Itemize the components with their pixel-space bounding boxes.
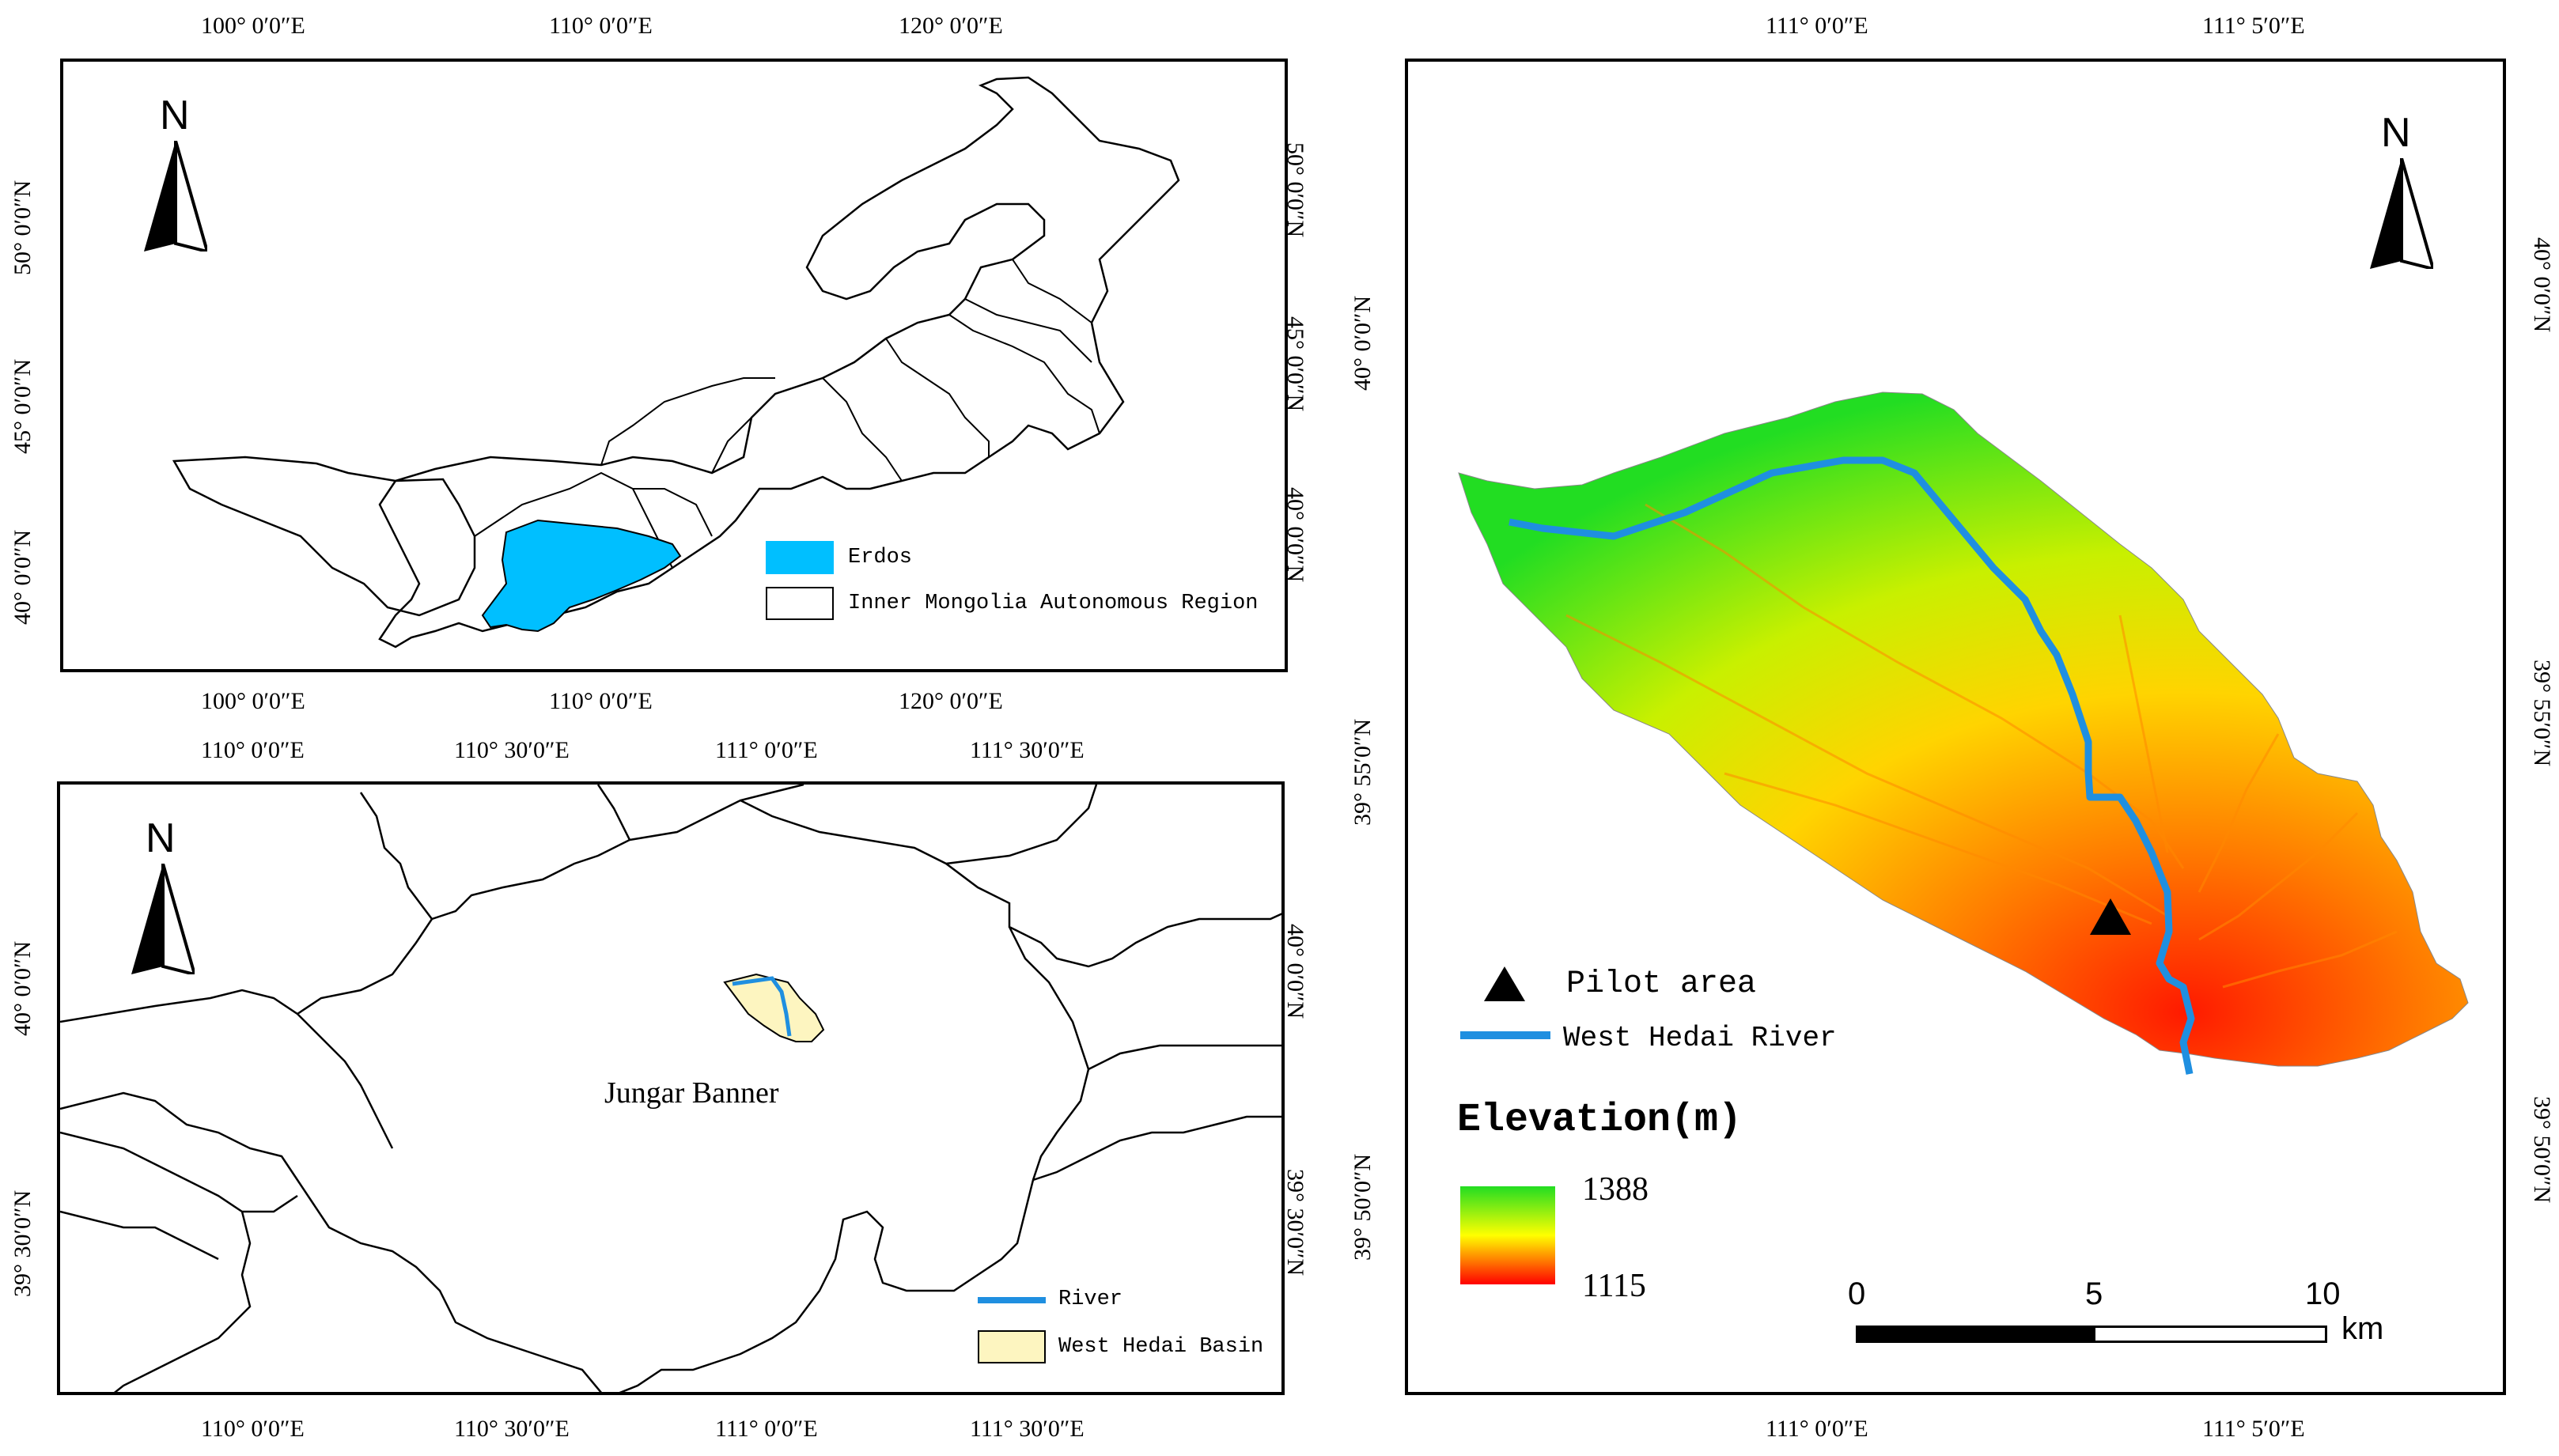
county-top-tick: 110° 0′0″E (201, 737, 305, 763)
county-boundaries (60, 785, 1281, 1392)
overview-legend-label-erdos: Erdos (848, 546, 913, 569)
county-bottom-tick: 111° 30′0″E (970, 1416, 1085, 1442)
overview-legend-label-region: Inner Mongolia Autonomous Region (848, 592, 1259, 615)
legend-pilot-area-label: Pilot area (1566, 966, 1757, 1002)
basin-top-tick: 111° 5′0″E (2202, 13, 2305, 39)
elevation-color-ramp (1460, 1186, 1555, 1284)
county-left-tick: 39° 30′0″N (9, 1189, 36, 1297)
overview-bottom-tick: 110° 0′0″E (549, 688, 653, 714)
overview-bottom-tick: 120° 0′0″E (899, 688, 1003, 714)
basin-map-frame: N Pilot area West Hedai River Elevation(… (1405, 59, 2506, 1395)
scale-bar-black (1856, 1326, 2093, 1343)
basin-left-tick: 39° 50′0″N (1350, 1153, 1376, 1261)
county-bottom-tick: 111° 0′0″E (715, 1416, 818, 1442)
elevation-title: Elevation(m) (1457, 1098, 1743, 1143)
legend-river-label: West Hedai River (1563, 1022, 1837, 1054)
jungar-banner-label: Jungar Banner (604, 1076, 779, 1110)
inner-mongolia-outline (172, 76, 1180, 649)
erdos-region (481, 519, 682, 633)
drainage-network (1565, 503, 2398, 989)
county-left-tick: 40° 0′0″N (9, 940, 36, 1036)
elevation-raster (1458, 391, 2469, 1067)
county-map-frame: N Jungar Banner River West Hedai Basin (57, 781, 1285, 1395)
overview-top-tick: 120° 0′0″E (899, 13, 1003, 39)
basin-top-tick: 111° 0′0″E (1766, 13, 1868, 39)
river-mini (732, 976, 792, 1037)
legend-triangle-icon (1484, 966, 1525, 1001)
county-right-tick: 39° 30′0″N (1282, 1169, 1308, 1276)
scale-bar-white (2093, 1326, 2327, 1343)
county-north-label: N (146, 815, 176, 861)
basin-mini (723, 973, 825, 1042)
scale-label-5: 5 (2085, 1276, 2103, 1311)
overview-left-tick: 40° 0′0″N (9, 529, 36, 625)
overview-legend-swatch-region (766, 587, 834, 620)
overview-bottom-tick: 100° 0′0″E (201, 688, 305, 714)
basin-bottom-tick: 111° 0′0″E (1766, 1416, 1868, 1442)
county-legend-swatch-basin (978, 1330, 1046, 1363)
county-map-canvas (60, 785, 1281, 1392)
county-bottom-tick: 110° 0′0″E (201, 1416, 305, 1442)
overview-map-frame: N Erdos Inner Mongolia Autonomous Region (60, 59, 1288, 672)
scale-label-0: 0 (1848, 1276, 1866, 1311)
overview-legend-swatch-erdos (766, 541, 834, 574)
overview-left-tick: 50° 0′0″N (9, 180, 36, 275)
elevation-min-label: 1115 (1582, 1268, 1646, 1304)
overview-top-tick: 100° 0′0″E (201, 13, 305, 39)
north-arrow-icon (2370, 158, 2433, 269)
county-top-tick: 111° 30′0″E (970, 737, 1085, 763)
overview-north-label: N (160, 93, 190, 138)
basin-right-tick: 40° 0′0″N (2529, 237, 2555, 333)
north-arrow-icon (144, 141, 207, 251)
basin-left-tick: 39° 55′0″N (1350, 718, 1376, 826)
legend-river-swatch (1460, 1031, 1550, 1039)
scale-label-10: 10 (2305, 1276, 2341, 1311)
basin-left-tick: 40° 0′0″N (1350, 295, 1376, 391)
basin-map-canvas (1458, 391, 2469, 1075)
county-legend-label-river: River (1058, 1288, 1123, 1311)
elevation-max-label: 1388 (1582, 1171, 1649, 1208)
overview-left-tick: 45° 0′0″N (9, 358, 36, 454)
basin-bottom-tick: 111° 5′0″E (2202, 1416, 2305, 1442)
county-bottom-tick: 110° 30′0″E (454, 1416, 570, 1442)
overview-map-canvas (172, 76, 1180, 649)
scale-unit-label: km (2341, 1311, 2384, 1346)
county-right-tick: 40° 0′0″N (1282, 924, 1308, 1019)
basin-right-tick: 39° 55′0″N (2529, 660, 2555, 767)
overview-top-tick: 110° 0′0″E (549, 13, 653, 39)
pilot-area-marker (2090, 898, 2131, 935)
county-top-tick: 111° 0′0″E (715, 737, 818, 763)
basin-north-label: N (2381, 110, 2411, 156)
west-hedai-river (1509, 456, 2195, 1075)
north-arrow-icon (131, 864, 195, 974)
county-legend-label-basin: West Hedai Basin (1058, 1335, 1264, 1359)
internal-boundaries (474, 259, 1100, 569)
county-legend-swatch-river (978, 1297, 1046, 1303)
county-top-tick: 110° 30′0″E (454, 737, 570, 763)
basin-right-tick: 39° 50′0″N (2529, 1096, 2555, 1204)
